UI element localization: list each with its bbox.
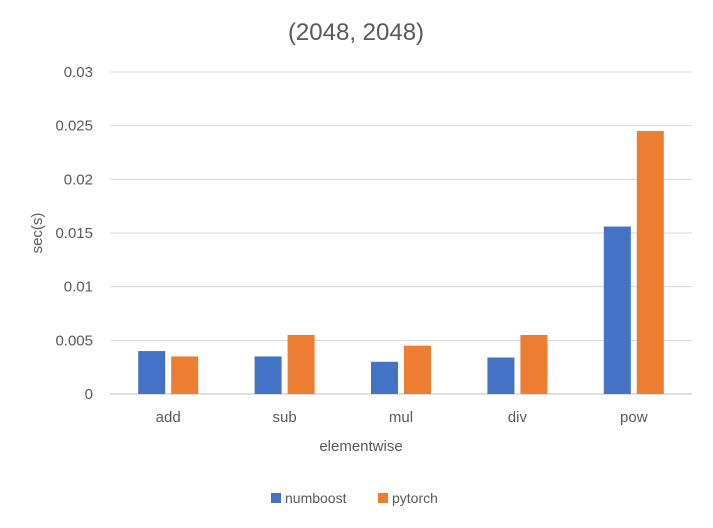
bar-numboost-div [487, 357, 515, 394]
y-tick-label: 0.01 [64, 279, 93, 296]
y-tick-label: 0.025 [55, 118, 93, 135]
x-tick-label: sub [273, 409, 297, 426]
bar-numboost-pow [603, 226, 631, 394]
y-tick-label: 0.015 [55, 225, 93, 242]
bar-pytorch-div [520, 334, 548, 394]
bar-pytorch-pow [636, 131, 664, 395]
bar-numboost-mul [371, 361, 398, 394]
x-tick-label: pow [620, 409, 648, 426]
x-tick-label: div [508, 409, 528, 426]
y-tick-label: 0 [85, 386, 93, 403]
bar-numboost-add [138, 351, 166, 394]
y-axis-label: sec(s) [29, 213, 46, 254]
x-axis-ticks: add sub mul div pow [156, 409, 648, 426]
legend-swatch-pytorch [378, 493, 388, 503]
legend-label-pytorch: pytorch [392, 490, 438, 506]
legend-label-numboost: numboost [285, 490, 347, 506]
x-axis-label: elementwise [319, 438, 402, 455]
y-tick-label: 0.02 [64, 171, 93, 188]
legend-swatch-numboost [271, 493, 281, 503]
x-tick-label: mul [389, 409, 413, 426]
x-tick-label: add [156, 409, 181, 426]
legend: numboost pytorch [271, 490, 438, 506]
bars [138, 131, 664, 395]
bar-pytorch-add [171, 356, 199, 394]
gridlines [110, 71, 692, 395]
bar-pytorch-mul [404, 345, 431, 394]
y-axis-ticks: 0 0.005 0.01 0.015 0.02 0.025 0.03 [55, 64, 93, 403]
bar-pytorch-sub [287, 334, 315, 394]
y-tick-label: 0.005 [55, 332, 93, 349]
chart-title: (2048, 2048) [288, 19, 424, 46]
bar-numboost-sub [254, 356, 282, 394]
y-tick-label: 0.03 [64, 64, 93, 81]
